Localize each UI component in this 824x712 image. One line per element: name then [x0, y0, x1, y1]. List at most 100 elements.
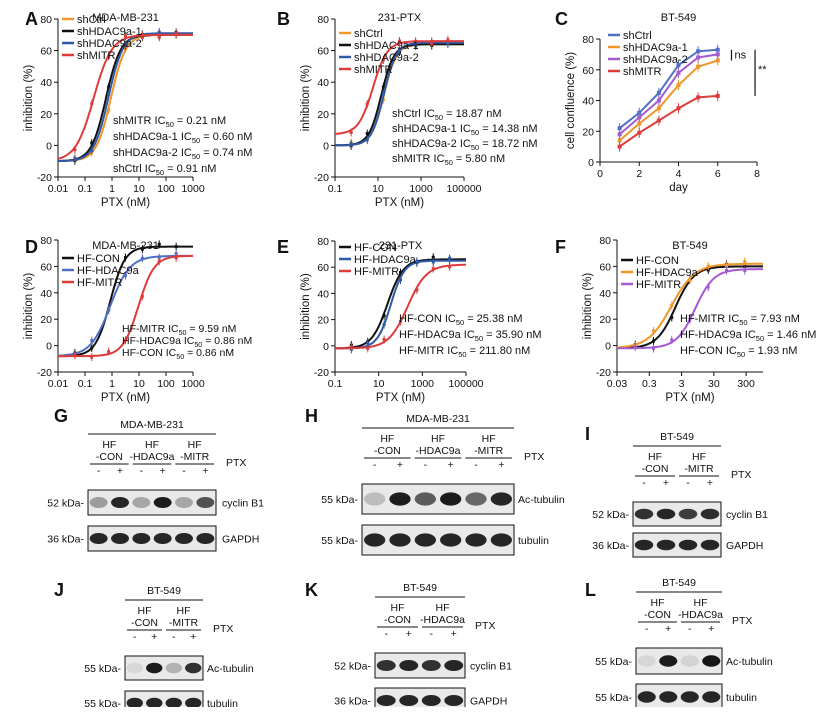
blot-band: [153, 497, 172, 508]
legend-entry: HF-CON: [77, 253, 120, 265]
blot-strip: [361, 483, 515, 515]
group-label: HF: [145, 439, 159, 451]
data-point: [349, 345, 353, 349]
data-point: [90, 355, 94, 359]
data-point: [617, 144, 622, 149]
size-marker: 52 kDa-: [47, 498, 84, 510]
data-point: [637, 115, 642, 120]
x-tick-label: 1000: [181, 378, 205, 390]
treatment-sign: -: [686, 477, 690, 489]
chart-title: 231-PTX: [379, 240, 423, 252]
data-point: [696, 49, 701, 54]
x-tick-label: 1: [109, 183, 115, 195]
data-point: [73, 157, 77, 161]
panel-letter: K: [305, 580, 318, 600]
x-tick-label: 100: [157, 183, 175, 195]
group-label: -MITR: [684, 463, 714, 475]
group-label: HF: [102, 439, 116, 451]
data-point: [715, 93, 720, 98]
group-label: -MITR: [180, 451, 210, 463]
y-tick-label: 40: [317, 288, 329, 300]
group-label: -CON: [131, 617, 158, 629]
y-tick-label: 20: [40, 314, 52, 326]
treatment-sign: -: [474, 459, 478, 471]
data-point: [706, 264, 710, 268]
group-label: -CON: [96, 451, 123, 463]
treatment-sign: +: [707, 477, 713, 489]
legend-entry: HF-CON: [354, 242, 397, 254]
data-point: [725, 264, 728, 268]
group-label: -HDAC9a: [130, 451, 175, 463]
blot-band: [185, 697, 202, 709]
protein-label: cyclin B1: [726, 509, 768, 521]
treatment-sign: -: [642, 477, 646, 489]
data-point: [398, 39, 401, 43]
y-tick-label: -20: [596, 367, 611, 379]
blot-band: [465, 533, 487, 547]
blot-band: [421, 660, 441, 671]
data-point: [448, 265, 452, 269]
y-tick-label: 0: [605, 341, 611, 353]
blot-band: [444, 695, 464, 706]
y-tick-label: 0: [588, 157, 594, 169]
y-axis-label: inhibition (%): [582, 273, 594, 340]
group-label: -CON: [374, 445, 401, 457]
blot-strip: [124, 655, 204, 681]
data-point: [656, 118, 661, 123]
data-point: [617, 126, 622, 131]
blot-band: [89, 497, 108, 508]
y-axis-label: cell confluence (%): [565, 52, 577, 149]
legend-entry: HF-MITR: [354, 266, 399, 278]
data-point: [696, 55, 701, 60]
ic50-annotation: HF-MITR IC50 = 9.59 nM: [122, 323, 236, 337]
ic50-annotation: HF-CON IC50 = 1.93 nM: [680, 345, 797, 359]
panel-letter: D: [25, 237, 38, 257]
blot-band: [165, 662, 182, 674]
group-label: HF: [391, 602, 405, 614]
y-tick-label: 0: [323, 341, 329, 353]
data-point: [676, 70, 681, 75]
blot-band: [634, 508, 654, 520]
blot-band: [364, 533, 386, 547]
legend-entry: HF-CON: [636, 255, 679, 267]
chart-F: F BT-549 -20 0 20 40 60 80 0.03 0.3 3 30 300 PTX (nM)…: [555, 235, 816, 404]
y-tick-label: 40: [582, 96, 594, 108]
ic50-annotation: shMITR IC50 = 0.21 nM: [113, 115, 226, 129]
blot-band: [399, 695, 419, 706]
sig-label-ns: ns: [734, 50, 746, 62]
ic50-annotation: HF-HDAC9a IC50 = 35.90 nM: [399, 329, 542, 343]
y-tick-label: 60: [40, 46, 52, 58]
x-axis-label: day: [669, 182, 688, 194]
x-tick-label: 10: [373, 378, 385, 390]
data-point: [381, 85, 385, 89]
x-tick-label: 0.03: [607, 378, 628, 390]
protein-label: tubulin: [518, 535, 549, 547]
x-axis-label: PTX (nM): [101, 197, 150, 209]
treatment-label: PTX: [213, 623, 233, 635]
y-tick-label: -20: [314, 367, 329, 379]
y-tick-label: 20: [317, 315, 329, 327]
treatment-sign: +: [663, 477, 669, 489]
data-point: [365, 138, 369, 142]
blot-strip: [87, 525, 217, 552]
panel-letter: H: [305, 406, 318, 426]
chart-B: B 231-PTX -20 0 20 40 60 80 0.1 10 1000 100000 PTX (…: [277, 9, 538, 209]
x-tick-label: 1000: [409, 183, 433, 195]
blot-band: [637, 655, 656, 667]
data-point: [174, 256, 178, 260]
panel-letter: C: [555, 9, 568, 29]
y-tick-label: 80: [317, 236, 329, 248]
y-tick-label: 0: [46, 140, 52, 152]
data-point: [670, 303, 674, 307]
y-tick-label: 0: [323, 140, 329, 152]
panel-letter: A: [25, 9, 38, 29]
data-point: [676, 63, 681, 68]
legend-entry: shHDAC9a-2: [623, 54, 688, 66]
treatment-sign: -: [385, 628, 389, 640]
group-label: -HDAC9a: [678, 609, 723, 621]
blot-band: [185, 662, 202, 674]
blot-band: [656, 508, 676, 520]
data-point: [140, 256, 144, 260]
data-point: [431, 267, 435, 271]
